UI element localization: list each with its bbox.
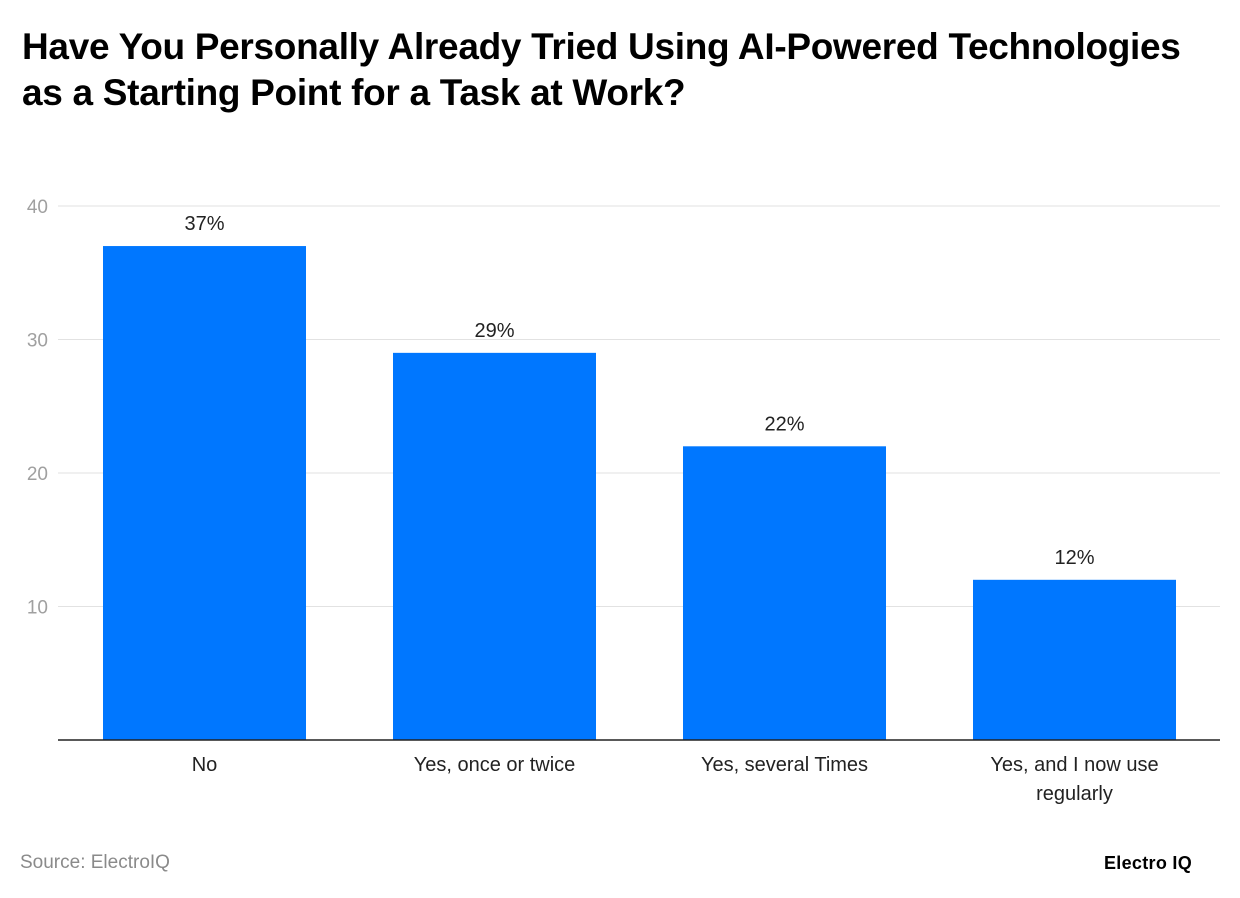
bar — [393, 352, 596, 740]
data-label: 37% — [184, 213, 224, 235]
bar — [683, 446, 886, 740]
x-tick-label: Yes, several Times — [701, 754, 868, 776]
brand-logo: Electro IQ — [1104, 853, 1193, 873]
data-label: 29% — [474, 320, 514, 342]
y-tick-label: 20 — [27, 464, 48, 485]
bar — [103, 246, 306, 741]
data-label: 22% — [764, 413, 804, 435]
chart-title: Have You Personally Already Tried Using … — [22, 26, 1181, 113]
data-label: 12% — [1054, 547, 1094, 569]
y-tick-label: 30 — [27, 331, 48, 352]
x-tick-label: No — [192, 754, 218, 776]
y-tick-label: 40 — [27, 197, 48, 218]
y-tick-label: 10 — [27, 598, 48, 619]
source-note: Source: ElectroIQ — [20, 852, 170, 873]
x-tick-label: regularly — [1036, 783, 1113, 805]
bar — [973, 579, 1176, 740]
x-tick-label: Yes, and I now use — [990, 754, 1158, 776]
x-tick-label: Yes, once or twice — [414, 754, 576, 776]
